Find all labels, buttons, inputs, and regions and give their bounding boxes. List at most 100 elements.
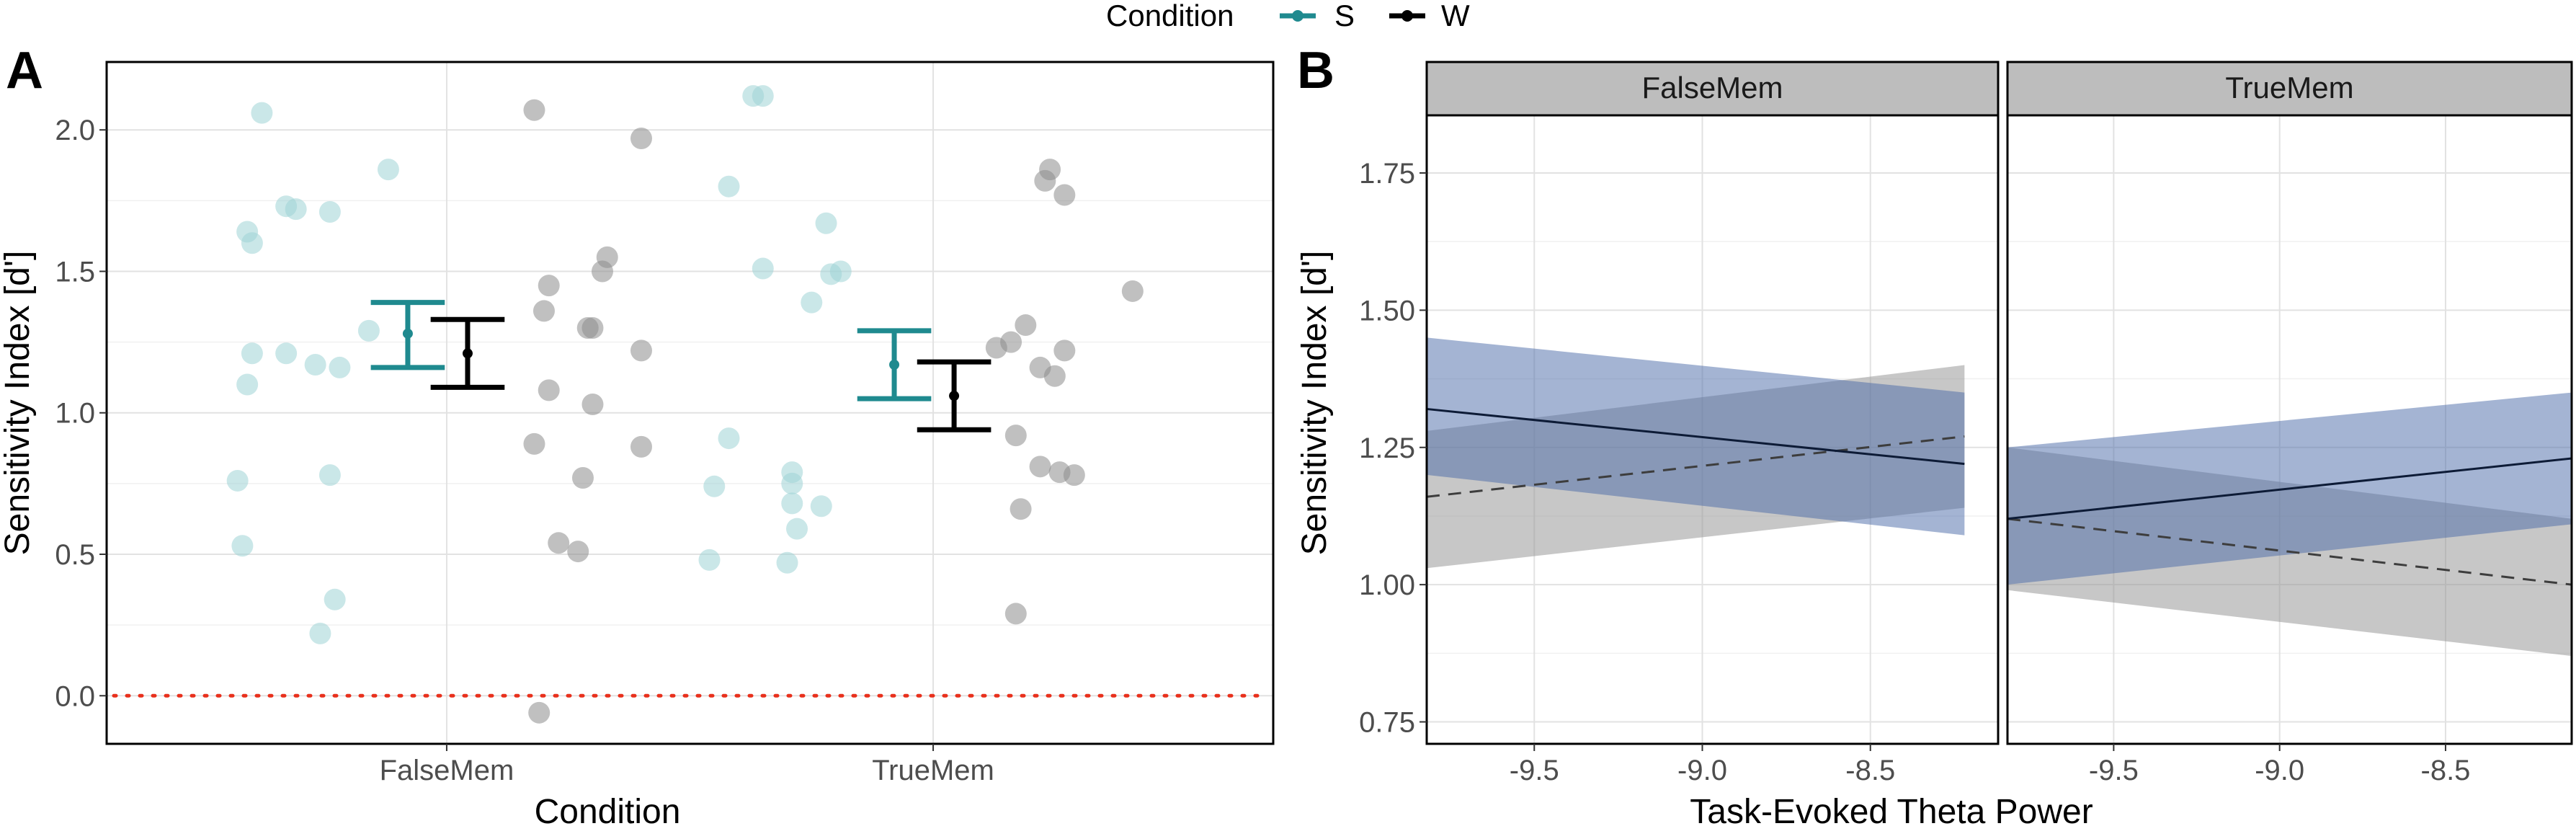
data-point-s [815,212,837,234]
x-tick-label: -8.5 [1845,755,1895,786]
data-point-s [786,518,808,540]
data-point-s [698,549,721,571]
data-point-s [810,495,832,518]
mean-point-w [949,391,960,401]
data-point-w [548,532,570,554]
panel-b-facets: FalseMem -9.5 -9.0 -8.5 TrueMem -9.5 -9.0 -8.5 [1425,61,2573,786]
data-point-w [630,435,652,458]
data-point-w [523,99,545,121]
data-point-w [538,379,560,401]
data-point-w [1121,280,1144,302]
panel-b-x-label: Task-Evoked Theta Power [1690,793,2093,826]
y-tick-label: 0.0 [55,680,95,712]
data-point-s [324,588,346,610]
data-point-s [377,159,399,181]
y-tick-label: 1.5 [55,256,95,288]
data-point-s [781,472,803,494]
mean-point-s [402,328,413,339]
data-point-s [781,492,803,515]
panel-b-y-label: Sensitivity Index [d'] [1296,251,1334,556]
facet-truemem: TrueMem -9.5 -9.0 -8.5 [2006,61,2573,786]
x-tick-label: -9.0 [2255,755,2304,786]
panel-a: A 0.0 0.5 1.0 1.5 2.0 FalseMem TrueMem Condit… [0,42,1275,826]
legend-dot-w [1401,10,1413,22]
data-point-s [309,622,331,644]
data-point-s [820,263,842,285]
x-tick-label: -9.5 [1510,755,1559,786]
panel-a-y-ticks: 0.0 0.5 1.0 1.5 2.0 [55,115,107,712]
data-point-w [1029,456,1051,478]
data-point-s [226,469,249,492]
data-point-w [576,316,599,339]
data-point-s [231,535,254,557]
panel-a-summary [370,300,991,432]
data-point-s [776,551,798,574]
panel-b: B FalseMem -9.5 -9.0 -8.5 TrueMem -9.5 -9.0 -8.… [1296,42,2573,826]
y-tick-label: 0.5 [55,539,95,571]
data-point-s [304,354,326,376]
data-point-w [1043,365,1066,387]
panel-a-x-ticks: FalseMem TrueMem [380,744,994,786]
panel-a-points [226,85,1144,724]
data-point-w [581,393,604,415]
regression-line-s [1426,407,1965,466]
y-tick-label: 2.0 [55,115,95,146]
data-point-w [523,432,545,455]
panel-a-frame [105,61,1275,745]
data-point-s [285,198,307,221]
data-point-w [1063,464,1085,487]
y-tick-label: 1.50 [1359,295,1415,327]
legend-title: Condition [1106,0,1234,32]
panel-a-grid [107,62,1273,744]
facet-frame [2006,114,2573,745]
data-point-w [630,339,652,362]
data-point-w [538,275,560,297]
panel-b-letter: B [1297,42,1334,99]
data-point-w [591,260,613,283]
legend-dot-s [1292,10,1303,22]
data-point-w [1004,603,1027,625]
data-point-s [718,175,740,197]
regression-line-w [2007,518,2572,586]
x-tick-label: -9.0 [1677,755,1727,786]
y-tick-label: 1.75 [1359,158,1415,190]
y-tick-label: 0.75 [1359,707,1415,739]
data-point-w [1015,314,1037,337]
data-point-s [357,319,380,342]
data-point-s [718,427,740,450]
facet-strip-label: TrueMem [2225,71,2353,105]
facet-strip-label: FalseMem [1641,71,1783,105]
facet-falsemem: FalseMem -9.5 -9.0 -8.5 [1425,61,2000,786]
data-point-w [1004,425,1027,447]
legend: Condition S W [1106,0,1470,32]
data-point-s [241,232,263,254]
x-tick-label: -8.5 [2421,755,2471,786]
mean-point-s [889,360,900,370]
legend-label-s: S [1334,0,1355,32]
mean-point-w [462,348,473,359]
y-tick-label: 1.25 [1359,432,1415,464]
data-point-s [752,257,774,280]
data-point-s [703,475,726,497]
y-tick-label: 1.00 [1359,569,1415,601]
regression-line-s [2007,457,2572,520]
data-point-w [532,300,555,322]
data-point-s [275,342,298,365]
x-tick-label: FalseMem [380,755,514,786]
data-point-w [567,541,589,563]
facet-strip [2006,61,2573,117]
x-tick-label: -9.5 [2089,755,2139,786]
data-point-s [236,373,259,396]
data-point-w [1053,184,1076,206]
data-point-s [752,85,774,107]
data-point-s [318,201,341,223]
data-point-w [630,127,652,149]
panel-a-letter: A [6,42,43,99]
data-point-w [985,337,1007,359]
data-point-s [251,102,273,124]
data-point-s [241,342,263,365]
panel-a-x-label: Condition [535,793,681,826]
panel-b-y-ticks: 0.75 1.00 1.25 1.50 1.75 [1359,158,1427,739]
facet-frame [1425,114,2000,745]
